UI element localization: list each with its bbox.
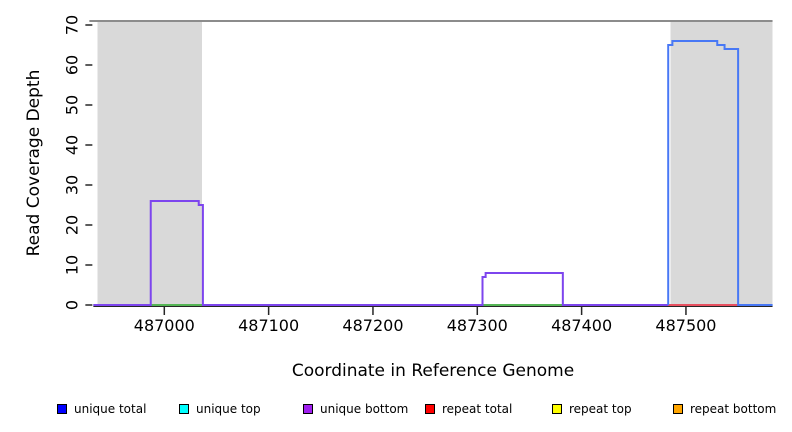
y-tick-label: 50 [62,94,82,116]
x-axis-title: Coordinate in Reference Genome [291,361,575,381]
x-tick-label: 487300 [446,316,508,335]
y-tick-label: 60 [62,54,82,76]
x-tick-label: 487500 [655,316,717,335]
series-unique-bottom [93,200,773,306]
x-tick-label: 487400 [551,316,613,335]
y-tick-label: 40 [62,134,82,156]
y-axis-title: Read Coverage Depth [24,69,44,257]
y-tick-label: 10 [62,254,82,276]
y-tick-label: 0 [62,299,82,311]
shaded-region-2 [670,20,773,306]
x-tick-label: 487200 [342,316,404,335]
shaded-region-1 [97,20,202,306]
y-tick-label: 70 [62,14,82,36]
x-tick-label: 487100 [238,316,300,335]
series-unique-total [667,40,773,306]
y-tick-label: 20 [62,214,82,236]
x-tick-label: 487000 [133,316,195,335]
y-tick-label: 30 [62,174,82,196]
